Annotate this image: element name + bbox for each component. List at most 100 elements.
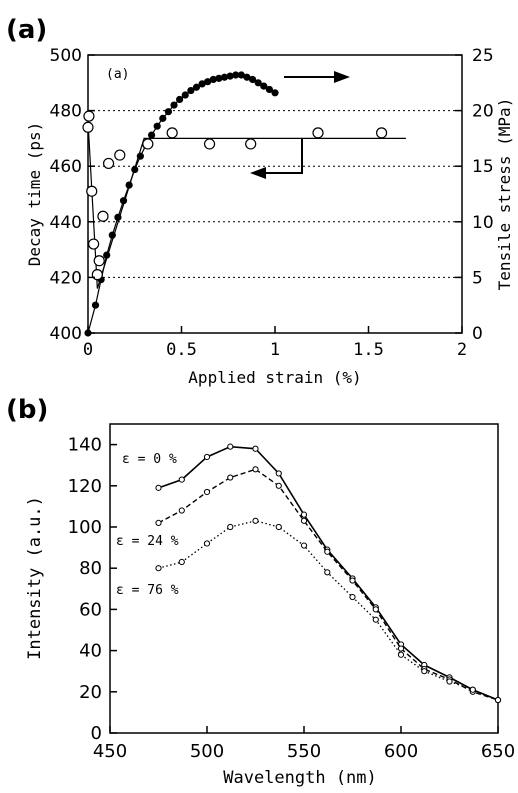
series-point [324,569,331,576]
plot-a-right-axis-label: Tensile stress (MPa) [495,98,514,291]
series-point [275,482,282,489]
left-tick-label: 400 [50,324,82,344]
y-tick-label: 100 [68,517,102,538]
left-tick-label: 480 [50,102,82,122]
panel-a-label: (a) [6,15,47,45]
series-1 [155,466,502,704]
stress-point [215,74,223,82]
stress-point [176,95,184,104]
stress-point [108,231,116,239]
series-point [275,523,282,531]
decay-time-series [82,110,388,281]
plot-a-inner-label: (a) [106,67,129,82]
decay-point [375,127,388,139]
series-point [155,565,162,572]
stress-point [164,108,173,116]
left-tick-label: 440 [50,213,82,233]
panel-a: (a) 0 0.5 1 1.5 2 400 420 440 460 480 500 0 5 10 15 2… [6,15,514,387]
stress-point [209,75,217,84]
stress-point [119,197,128,205]
x-tick-label: 0 [83,340,93,360]
stress-point [232,71,240,79]
decay-point [114,149,126,161]
left-tick-label: 500 [50,46,82,66]
series-point [178,507,185,514]
decay-point [203,138,216,150]
plot-a-right-ticks: 0 5 10 15 20 25 [455,46,494,344]
plot-a-x-axis-label: Applied strain (%) [188,368,361,387]
series-point [397,651,405,658]
series-point [252,517,259,524]
panel-b-label: (b) [6,395,48,425]
stress-point [204,78,212,86]
y-tick-label: 60 [79,599,102,620]
stress-point [248,75,257,84]
right-tick-label: 5 [472,268,483,288]
y-tick-label: 40 [79,641,102,662]
x-tick-label: 650 [481,741,515,762]
series-point [397,645,405,652]
stress-point [136,152,144,160]
series-point [252,445,259,452]
stress-point [125,181,133,189]
decay-point [93,255,105,267]
stress-point [103,251,111,259]
decay-point [86,185,98,197]
series-point [155,519,162,526]
stress-point [254,79,262,87]
series-point [446,678,453,685]
x-tick-label: 0.5 [166,340,197,360]
plot-b-x-axis-label: Wavelength (nm) [223,768,377,788]
series-point [155,484,162,491]
stress-point [237,71,245,79]
stress-point [159,114,167,122]
series-point [349,577,356,584]
stress-point [260,82,268,90]
stress-point [243,73,251,81]
series-point [324,548,331,555]
series-point [300,542,308,549]
plot-a-left-axis-label: Decay time (ps) [25,122,44,267]
series-point [203,540,211,547]
arrow-left-icon [250,139,303,179]
x-tick-label: 450 [93,741,127,762]
tensile-stress-series [84,71,279,337]
arrow-right-icon [284,71,350,83]
stress-line [87,74,276,334]
left-tick-label: 420 [50,268,82,288]
x-tick-label: 2 [457,340,467,360]
decay-point [245,138,257,150]
stress-point [198,80,206,88]
decay-point [166,127,178,139]
plot-b-y-axis-label: Intensity (a.u.) [25,496,45,660]
stress-point [91,301,100,309]
stress-point [226,72,234,80]
right-tick-label: 0 [472,324,483,344]
legend-strain-76: ε = 76 % [116,583,179,598]
stress-point [147,131,156,139]
x-tick-label: 1.5 [353,340,384,360]
plot-a-frame [87,54,463,334]
series-point [227,523,234,531]
stress-point [131,165,139,174]
decay-fit-line [87,121,406,289]
left-tick-label: 460 [50,157,82,177]
right-tick-label: 20 [472,102,494,122]
stress-point [153,122,161,130]
stress-point [187,86,195,95]
stress-point [181,91,189,99]
series-point [469,686,476,693]
legend-strain-0: ε = 0 % [122,452,177,467]
y-tick-label: 20 [79,682,102,703]
series-point [227,474,234,481]
series-point [300,517,308,524]
y-tick-label: 80 [79,558,102,579]
series-point [372,606,379,613]
panel-b: (b) 450 500 550 600 650 0 20 40 60 80 100 120 140 ε… [6,395,515,788]
decay-point [102,157,115,170]
series-point [203,488,211,496]
plot-b-y-ticks: 0 20 40 60 80 100 120 140 [68,435,117,744]
stress-point [220,73,229,81]
plot-a-left-ticks: 400 420 440 460 480 500 [50,46,95,344]
